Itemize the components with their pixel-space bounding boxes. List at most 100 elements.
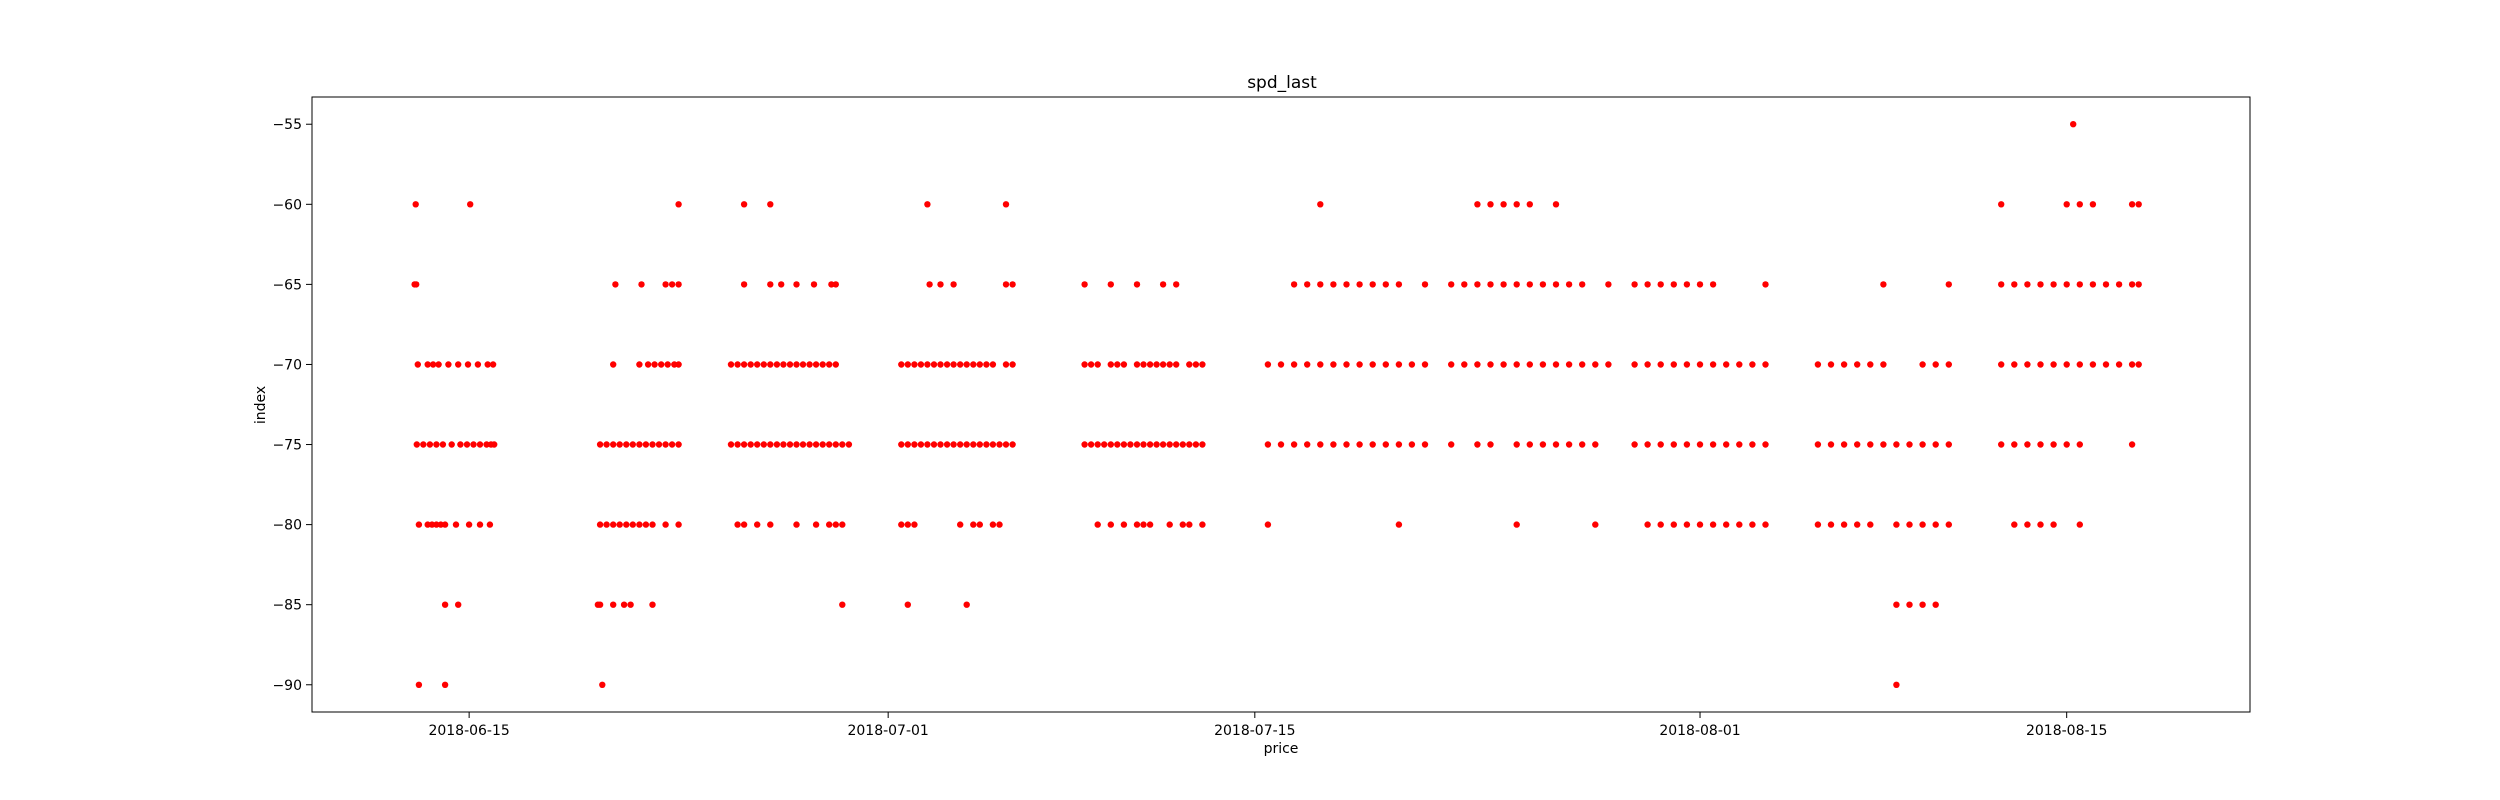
data-point bbox=[1526, 361, 1534, 368]
data-point bbox=[433, 521, 440, 528]
data-point bbox=[664, 361, 671, 368]
data-point bbox=[957, 521, 964, 528]
data-point bbox=[812, 521, 820, 528]
data-point bbox=[1814, 441, 1822, 448]
data-point bbox=[1644, 441, 1651, 448]
data-point bbox=[662, 521, 669, 528]
data-point bbox=[1173, 361, 1180, 368]
data-point bbox=[1395, 361, 1403, 368]
data-point bbox=[1539, 361, 1547, 368]
data-point bbox=[1552, 361, 1560, 368]
data-point bbox=[1356, 361, 1363, 368]
data-point bbox=[806, 441, 813, 448]
data-point bbox=[1932, 361, 1939, 368]
data-point bbox=[428, 521, 436, 528]
data-point bbox=[2115, 281, 2123, 288]
data-point bbox=[963, 601, 970, 608]
data-point bbox=[904, 601, 911, 608]
data-point bbox=[467, 201, 474, 208]
data-point bbox=[1133, 281, 1141, 288]
y-tick-label: −55 bbox=[272, 117, 302, 133]
data-point bbox=[658, 361, 665, 368]
data-point bbox=[1120, 361, 1128, 368]
data-point bbox=[1199, 361, 1206, 368]
data-point bbox=[2024, 521, 2031, 528]
data-point bbox=[1153, 361, 1160, 368]
data-point bbox=[1906, 521, 1913, 528]
data-point bbox=[2076, 361, 2083, 368]
data-point bbox=[2089, 361, 2097, 368]
data-point bbox=[780, 361, 787, 368]
data-point bbox=[1009, 361, 1016, 368]
data-point bbox=[616, 521, 623, 528]
data-point bbox=[937, 361, 944, 368]
data-point bbox=[649, 601, 656, 608]
data-point bbox=[911, 521, 918, 528]
data-point bbox=[426, 441, 434, 448]
data-point bbox=[970, 361, 977, 368]
data-point bbox=[1369, 361, 1376, 368]
data-point bbox=[1081, 281, 1088, 288]
data-point bbox=[911, 361, 918, 368]
data-point bbox=[465, 521, 473, 528]
data-point bbox=[1356, 281, 1363, 288]
data-point bbox=[1474, 361, 1481, 368]
data-point bbox=[452, 521, 460, 528]
data-point bbox=[924, 441, 931, 448]
data-point bbox=[2089, 281, 2097, 288]
data-point bbox=[1709, 361, 1717, 368]
data-point bbox=[2089, 201, 2097, 208]
data-point bbox=[924, 361, 931, 368]
y-axis-label: index bbox=[253, 386, 269, 424]
data-point bbox=[1081, 361, 1088, 368]
data-point bbox=[413, 281, 420, 288]
data-point bbox=[740, 521, 748, 528]
data-point bbox=[767, 521, 774, 528]
data-point bbox=[2128, 441, 2136, 448]
data-point bbox=[464, 361, 472, 368]
data-point bbox=[1893, 441, 1900, 448]
data-point bbox=[651, 361, 658, 368]
data-point bbox=[2037, 521, 2044, 528]
data-point bbox=[1565, 441, 1573, 448]
data-point bbox=[2037, 281, 2044, 288]
data-point bbox=[1317, 281, 1324, 288]
y-tick-label: −70 bbox=[272, 357, 302, 373]
data-point bbox=[1513, 281, 1520, 288]
data-point bbox=[1513, 201, 1520, 208]
data-point bbox=[1474, 441, 1481, 448]
data-point bbox=[799, 441, 807, 448]
data-point bbox=[1120, 521, 1128, 528]
data-point bbox=[1631, 281, 1638, 288]
data-point bbox=[610, 361, 617, 368]
data-point bbox=[983, 441, 990, 448]
data-point bbox=[1179, 521, 1187, 528]
data-point bbox=[1330, 361, 1337, 368]
data-point bbox=[1382, 361, 1390, 368]
data-point bbox=[649, 441, 656, 448]
data-point bbox=[1880, 441, 1887, 448]
data-point bbox=[812, 361, 820, 368]
data-point bbox=[1166, 441, 1173, 448]
data-point bbox=[1448, 361, 1455, 368]
data-point bbox=[1290, 361, 1298, 368]
data-point bbox=[1317, 441, 1324, 448]
data-point bbox=[1133, 441, 1141, 448]
data-point bbox=[1009, 281, 1016, 288]
y-tick-label: −75 bbox=[272, 438, 302, 454]
data-point bbox=[2050, 521, 2057, 528]
data-point bbox=[1186, 441, 1193, 448]
data-point bbox=[1644, 361, 1651, 368]
data-point bbox=[649, 521, 656, 528]
data-point bbox=[1192, 441, 1200, 448]
data-point bbox=[1552, 441, 1560, 448]
data-point bbox=[1723, 441, 1730, 448]
y-tick-label: −60 bbox=[272, 197, 302, 213]
data-point bbox=[2037, 441, 2044, 448]
data-point bbox=[2115, 361, 2123, 368]
data-point bbox=[2063, 201, 2070, 208]
data-point bbox=[1749, 361, 1756, 368]
data-point bbox=[1657, 521, 1664, 528]
data-point bbox=[662, 441, 669, 448]
data-point bbox=[2070, 121, 2077, 128]
